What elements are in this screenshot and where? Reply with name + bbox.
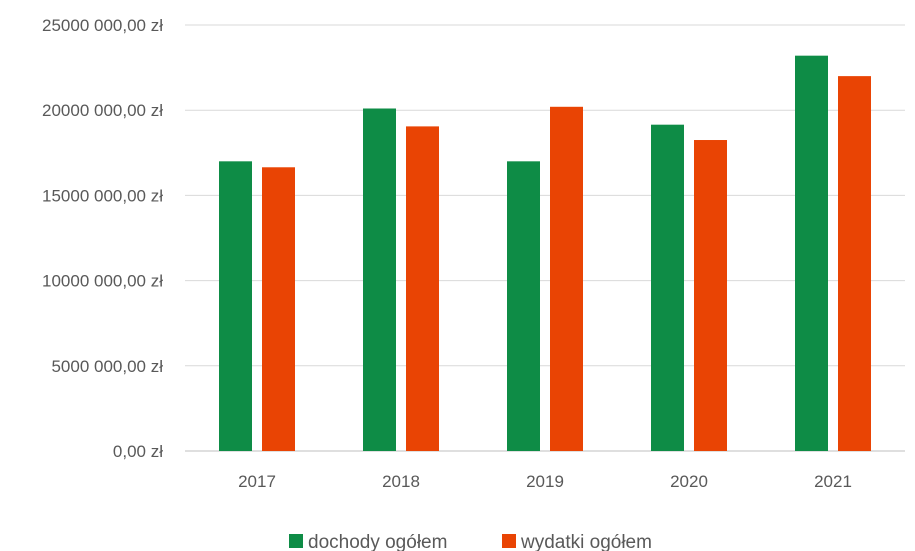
x-tick-label: 2018 [382,472,420,491]
bar-wydatki-2018 [406,126,439,451]
bar-dochody-2019 [507,161,540,451]
x-tick-label: 2019 [526,472,564,491]
bar-dochody-2018 [363,108,396,451]
y-tick-label: 25000 000,00 zł [42,16,163,35]
y-tick-label: 0,00 zł [113,442,163,461]
x-axis-tick-labels: 2017 2018 2019 2020 2021 [238,472,852,491]
legend-swatch-dochody [289,534,303,548]
x-tick-label: 2020 [670,472,708,491]
bar-wydatki-2019 [550,106,583,452]
bar-wydatki-2020 [694,140,727,451]
bar-dochody-2021 [795,55,828,452]
y-tick-label: 10000 000,00 zł [42,272,163,291]
x-tick-label: 2017 [238,472,276,491]
legend: dochody ogółem wydatki ogółem [289,532,652,551]
bar-dochody-2020 [651,124,684,452]
legend-swatch-wydatki [502,534,516,548]
y-tick-label: 20000 000,00 zł [42,101,163,120]
x-tick-label: 2021 [814,472,852,491]
y-tick-label: 15000 000,00 zł [42,186,163,205]
bar-wydatki-2021 [838,76,871,452]
y-axis-tick-labels: 0,00 zł 5000 000,00 zł 10000 000,00 zł 1500… [42,16,163,461]
legend-label: dochody ogółem [308,532,447,551]
bar-dochody-2017 [219,161,252,451]
bars [219,55,871,452]
legend-label: wydatki ogółem [520,532,652,551]
grid-lines [185,24,905,452]
bar-wydatki-2017 [262,167,295,451]
y-tick-label: 5000 000,00 zł [51,357,163,376]
